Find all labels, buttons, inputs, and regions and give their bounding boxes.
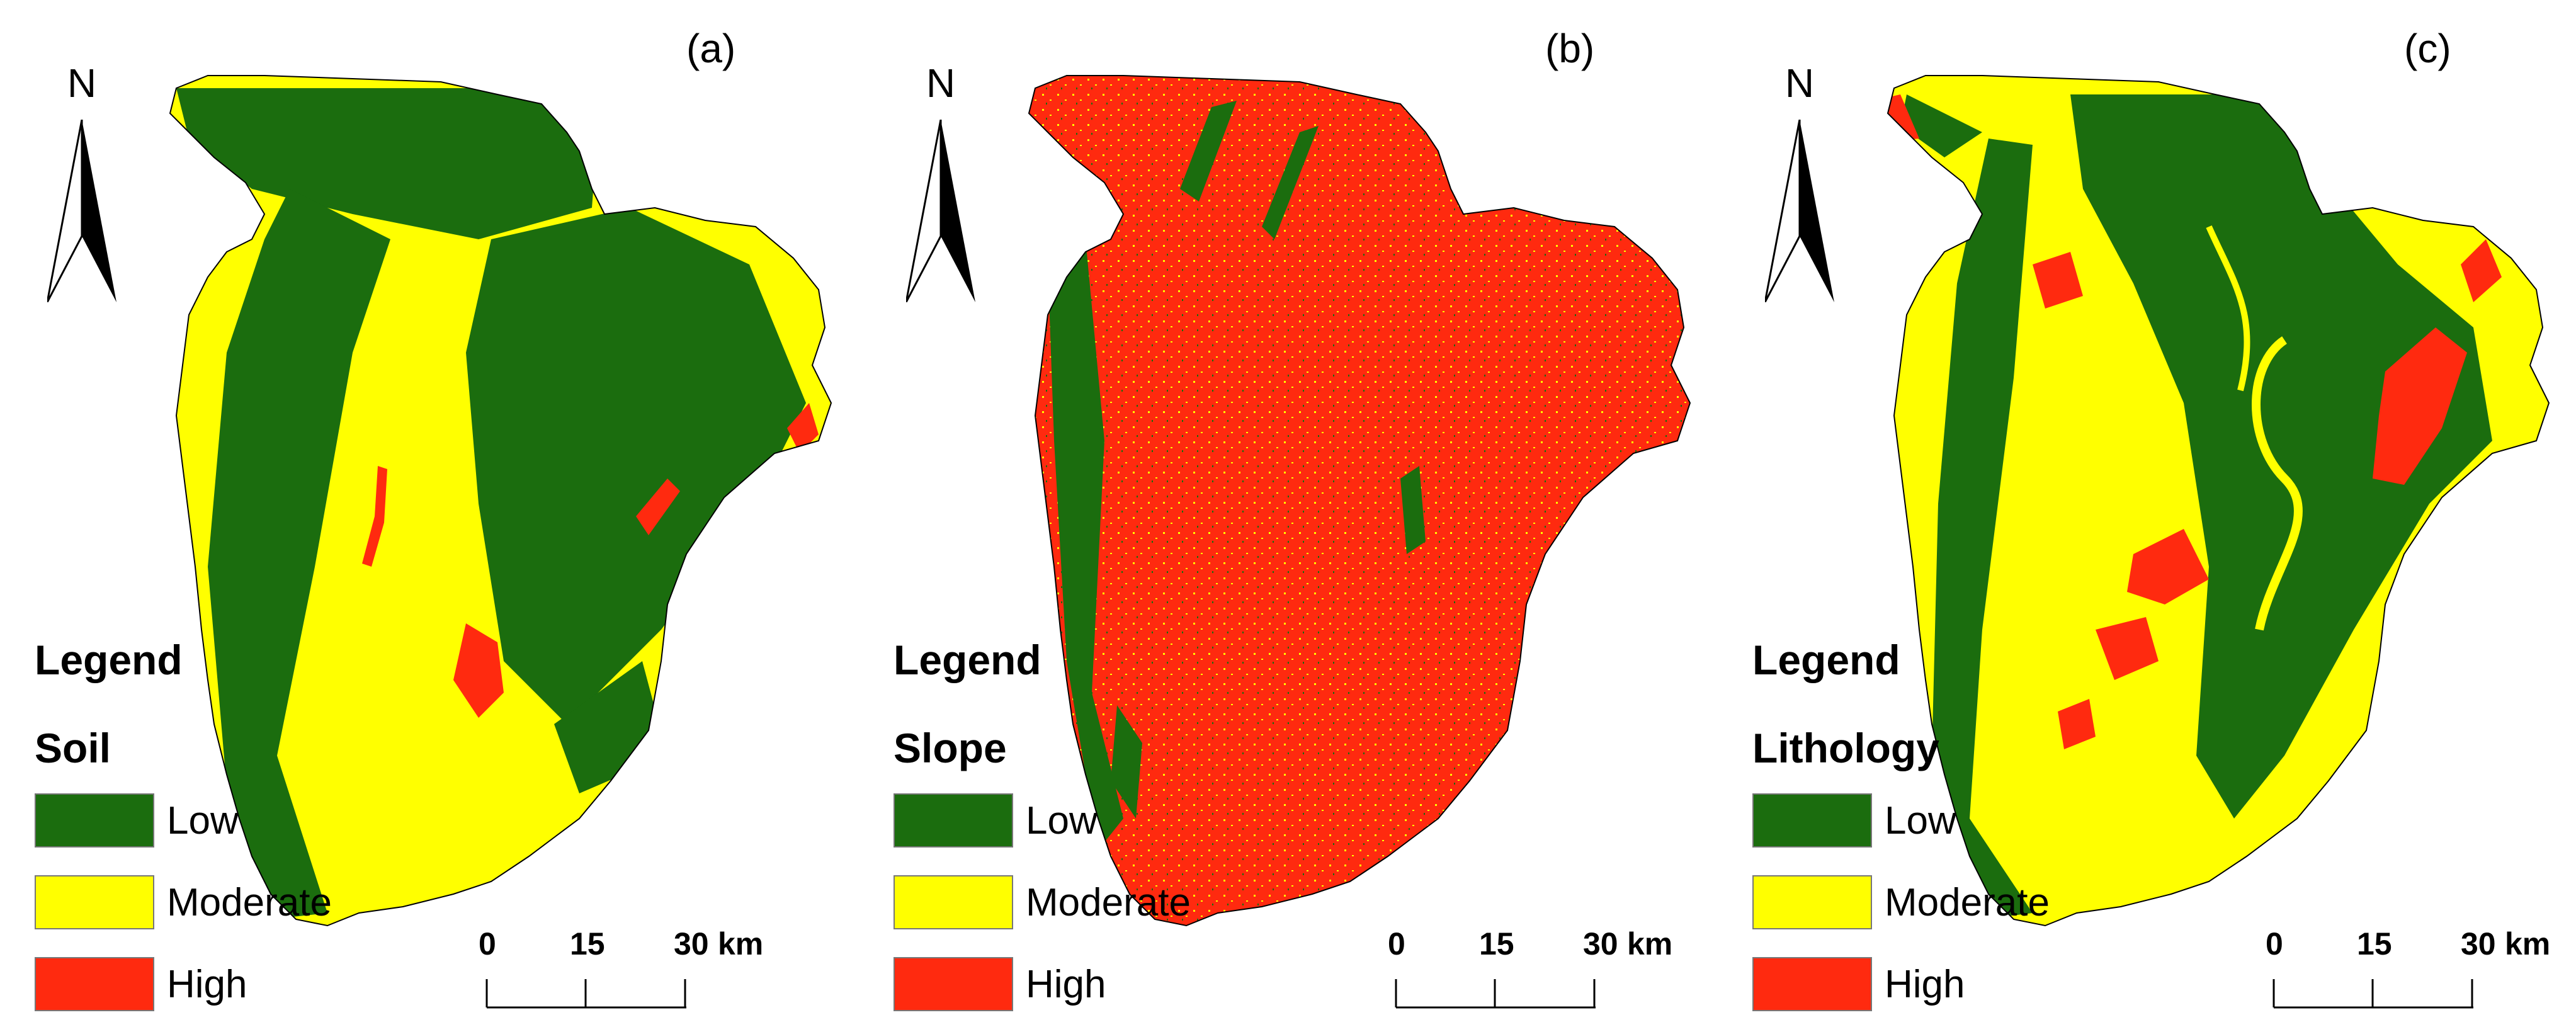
legend-label-high: High <box>1885 963 1965 1006</box>
legend-factor: Soil <box>35 725 111 771</box>
low-zone <box>1180 101 1237 201</box>
low-zone <box>2070 94 2492 819</box>
legend-label-moderate: Moderate <box>1885 881 2050 924</box>
panel-label: (c) <box>2404 26 2451 71</box>
scale-bar: 0 15 30 km <box>479 926 763 1026</box>
low-zone <box>1262 126 1319 239</box>
swatch-moderate <box>894 875 1013 929</box>
scale-unit: km <box>718 926 764 961</box>
scale-bar-line <box>1395 979 1596 1009</box>
legend-label-high: High <box>1026 963 1106 1006</box>
scale-unit: km <box>2505 926 2551 961</box>
high-zone <box>2373 327 2467 485</box>
moderate-band <box>2252 336 2303 631</box>
legend-factor: Lithology <box>1752 725 1939 771</box>
scale-bar-line <box>2272 979 2473 1009</box>
swatch-moderate <box>35 875 154 929</box>
high-zone <box>2096 617 2159 680</box>
panel-label: (b) <box>1545 26 1595 71</box>
legend-title: Legend <box>1752 637 1900 683</box>
scale-tick-label: 30 <box>674 926 709 961</box>
slope-map <box>1028 75 1691 927</box>
north-letter: N <box>67 60 97 106</box>
scale-tick-label: 15 <box>570 926 605 961</box>
high-zone <box>2461 239 2502 302</box>
north-arrow-icon <box>1765 120 1834 302</box>
scale-unit: km <box>1627 926 1673 961</box>
north-arrow: N <box>894 60 988 302</box>
scale-bar-line <box>485 979 686 1009</box>
low-zone <box>1400 466 1426 554</box>
north-arrow: N <box>1752 60 1847 302</box>
scale-tick-label: 0 <box>479 926 496 961</box>
scale-bar: 0 15 30 km <box>2266 926 2550 1026</box>
low-zone <box>1900 94 1982 157</box>
legend-label-moderate: Moderate <box>167 881 332 924</box>
swatch-low <box>1752 793 1872 848</box>
scale-tick-label: 0 <box>2266 926 2283 961</box>
panel-label: (a) <box>686 26 736 71</box>
legend-label-low: Low <box>1885 799 1956 842</box>
low-zone <box>176 88 598 239</box>
swatch-high <box>35 957 154 1011</box>
swatch-low <box>35 793 154 848</box>
scale-tick-label: 15 <box>1479 926 1514 961</box>
legend-title: Legend <box>35 637 183 683</box>
panel-lithology: (c) N Legend Lithology Low Moderate High… <box>1718 0 2576 1032</box>
swatch-moderate <box>1752 875 1872 929</box>
low-zone <box>208 189 390 919</box>
scale-tick-label: 30 <box>2461 926 2496 961</box>
legend-label-low: Low <box>167 799 239 842</box>
swatch-high <box>894 957 1013 1011</box>
scale-tick-label: 30 <box>1583 926 1618 961</box>
moderate-band <box>2206 225 2250 392</box>
scale-tick-label: 0 <box>1388 926 1405 961</box>
north-arrow: N <box>35 60 129 302</box>
basin-border <box>169 75 832 927</box>
high-zone <box>2127 529 2209 604</box>
low-zone <box>466 208 806 724</box>
lithology-map <box>1887 75 2550 927</box>
high-zone <box>2058 699 2096 749</box>
high-zone <box>787 403 819 453</box>
legend-factor: Slope <box>894 725 1007 771</box>
soil-map <box>169 75 832 927</box>
north-arrow-icon <box>906 120 975 302</box>
scale-tick-label: 15 <box>2357 926 2392 961</box>
low-zone <box>1048 239 1123 850</box>
high-zone <box>453 623 504 718</box>
legend-label-low: Low <box>1026 799 1098 842</box>
legend-label-high: High <box>167 963 247 1006</box>
panel-slope: (b) N Legend Slope Low Moderate High 0 1… <box>859 0 1718 1032</box>
swatch-high <box>1752 957 1872 1011</box>
swatch-low <box>894 793 1013 848</box>
high-zone <box>362 466 387 567</box>
low-zone <box>1932 139 2033 919</box>
basin-border <box>1887 75 2550 927</box>
high-zone <box>2033 252 2083 309</box>
panel-soil: (a) N Legend Soil Low Moderate High 0 15… <box>0 0 859 1032</box>
legend-title: Legend <box>894 637 1041 683</box>
basin-outline <box>1029 76 1690 926</box>
legend-label-moderate: Moderate <box>1026 881 1191 924</box>
scale-bar: 0 15 30 km <box>1388 926 1672 1026</box>
north-arrow-icon <box>47 120 116 302</box>
north-letter: N <box>1784 60 1815 106</box>
high-zone <box>636 479 680 535</box>
basin-border <box>1028 75 1691 927</box>
north-letter: N <box>926 60 956 106</box>
low-zone <box>1111 705 1142 819</box>
